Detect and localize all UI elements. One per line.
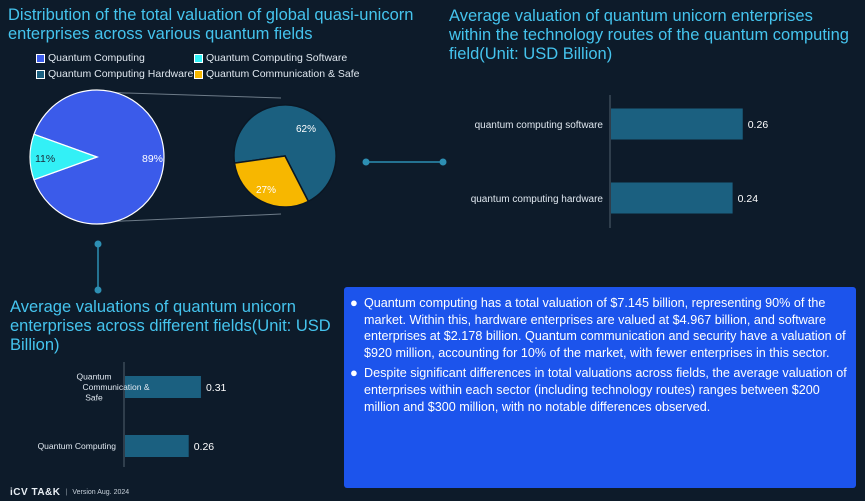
summary-text: Despite significant differences in total…: [364, 366, 847, 414]
connector-dot: [94, 286, 102, 294]
legend-swatch: [36, 53, 45, 63]
bar-value-label: 0.24: [738, 193, 759, 205]
pie-label-27: 27%: [256, 185, 276, 196]
legend-label: Quantum Computing Hardware: [48, 68, 194, 80]
bar-category-label: quantum computing software: [475, 120, 604, 131]
bar-category-label: quantum computing hardware: [471, 194, 604, 205]
pie-label-62: 62%: [296, 124, 316, 135]
legend-label: Quantum Computing Software: [206, 52, 348, 64]
pie-legend: Quantum Computing Quantum Computing Soft…: [36, 52, 416, 80]
pie-slice-quantum-computing: [33, 89, 165, 225]
legend-swatch: [36, 69, 45, 79]
legend-item-quantum-computing: Quantum Computing: [36, 52, 194, 64]
chart-title-tech-routes: Average valuation of quantum unicorn ent…: [449, 7, 849, 63]
pie-slice-quantum-communication: [29, 133, 99, 181]
version-label: Version Aug. 2024: [72, 489, 130, 496]
bar-value-label: 0.31: [206, 382, 227, 394]
chart-title-fields: Average valuations of quantum unicorn en…: [10, 298, 331, 354]
legend-item-quantum-computing-hardware: Quantum Computing Hardware: [36, 68, 194, 80]
summary-text: Quantum computing has a total valuation …: [364, 296, 846, 360]
bar-field: [125, 376, 201, 398]
pie-connector-line: [115, 213, 282, 222]
legend-label: Quantum Communication & Safe: [206, 68, 360, 80]
legend-item-quantum-communication-safe: Quantum Communication & Safe: [194, 68, 404, 80]
legend-swatch: [194, 53, 203, 63]
bullet-dot-icon: ●: [350, 365, 358, 381]
bar-value-label: 0.26: [748, 119, 769, 131]
legend-swatch: [194, 69, 203, 79]
bar-field: [125, 435, 189, 457]
pie-label-89: 89%: [142, 153, 163, 165]
bar-category-label: Quantum: [77, 372, 112, 382]
footer-separator: |: [65, 489, 68, 496]
legend-item-quantum-computing-software: Quantum Computing Software: [194, 52, 404, 64]
brand-logo: iCV TA&K: [10, 487, 61, 498]
bar-category-label: Safe: [85, 393, 103, 403]
pie-connector-line: [115, 92, 282, 99]
pie-label-11: 11%: [35, 153, 55, 165]
chart-title-distribution: Distribution of the total valuation of g…: [8, 6, 414, 43]
pie-slice-software: [233, 155, 310, 208]
summary-panel: ● Quantum computing has a total valuatio…: [344, 287, 856, 488]
summary-bullet: ● Quantum computing has a total valuatio…: [350, 295, 848, 361]
bar-value-label: 0.26: [194, 441, 215, 453]
bar-category-label: Communication &: [82, 382, 149, 392]
connector-dot: [362, 158, 370, 166]
connector-dot: [94, 240, 102, 248]
summary-bullet: ● Despite significant differences in tot…: [350, 365, 848, 415]
connector-dot: [439, 158, 447, 166]
legend-label: Quantum Computing: [48, 52, 145, 64]
bar-tech-route: [611, 182, 733, 214]
pie-slice-hardware: [233, 104, 337, 203]
bar-tech-route: [611, 108, 743, 140]
footer: iCV TA&K | Version Aug. 2024: [10, 487, 129, 498]
bullet-dot-icon: ●: [350, 295, 358, 310]
bar-category-label: Quantum Computing: [38, 441, 117, 451]
